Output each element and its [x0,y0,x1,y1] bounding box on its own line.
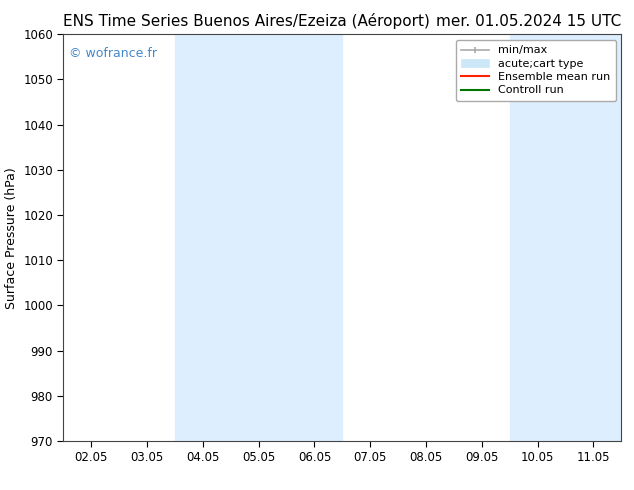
Text: © wofrance.fr: © wofrance.fr [69,47,157,59]
Text: mer. 01.05.2024 15 UTC: mer. 01.05.2024 15 UTC [436,14,621,29]
Y-axis label: Surface Pressure (hPa): Surface Pressure (hPa) [4,167,18,309]
Legend: min/max, acute;cart type, Ensemble mean run, Controll run: min/max, acute;cart type, Ensemble mean … [456,40,616,101]
Bar [510,34,621,441]
Text: ENS Time Series Buenos Aires/Ezeiza (Aéroport): ENS Time Series Buenos Aires/Ezeiza (Aér… [63,13,430,29]
Bar [175,34,342,441]
